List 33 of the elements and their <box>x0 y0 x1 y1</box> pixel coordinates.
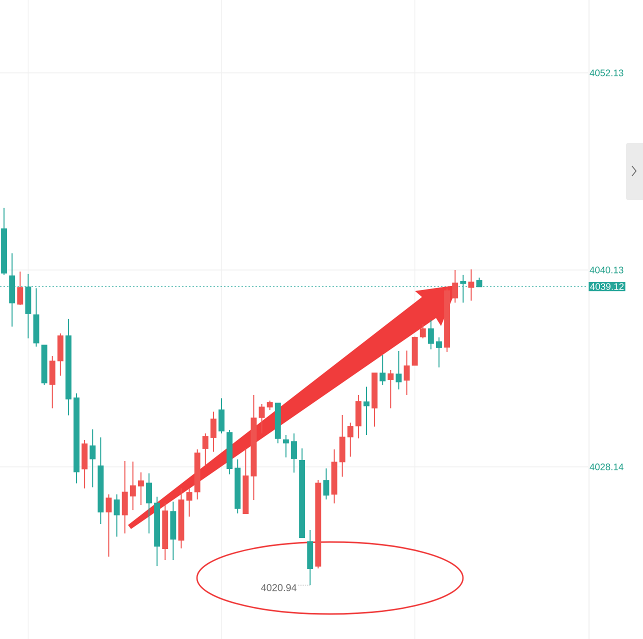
candlestick <box>436 336 442 368</box>
candlestick <box>122 460 128 534</box>
ref-line-label: 4039.12 <box>590 283 624 290</box>
candlestick <box>258 403 265 434</box>
candlestick <box>323 468 330 500</box>
candlestick <box>17 271 24 306</box>
y-tick-label: 4040.13 <box>590 266 624 274</box>
candlestick <box>291 432 297 474</box>
candlestick <box>347 422 354 458</box>
candlestick <box>130 461 136 511</box>
candlestick <box>202 432 208 466</box>
candlestick <box>218 398 224 434</box>
candlestick <box>420 324 426 339</box>
y-tick-label: 4052.13 <box>590 70 624 76</box>
candlestick <box>380 354 386 386</box>
candlestick <box>186 488 192 518</box>
candlestick <box>146 472 152 534</box>
candlestick <box>282 434 289 458</box>
candlestick <box>266 400 273 411</box>
candlestick <box>468 268 474 302</box>
candlestick <box>388 369 394 409</box>
candlestick <box>114 494 120 538</box>
candlestick <box>452 269 458 304</box>
candlestick <box>396 350 402 390</box>
candlestick <box>428 320 434 350</box>
y-tick-label: 4028.14 <box>590 464 624 470</box>
annotation: 4020.94 <box>261 584 297 592</box>
candlestick <box>106 494 112 558</box>
candlestick <box>404 350 410 396</box>
candlestick <box>364 386 370 436</box>
candlestick <box>90 428 96 488</box>
candlestick <box>210 411 216 452</box>
candlestick <box>138 472 144 506</box>
